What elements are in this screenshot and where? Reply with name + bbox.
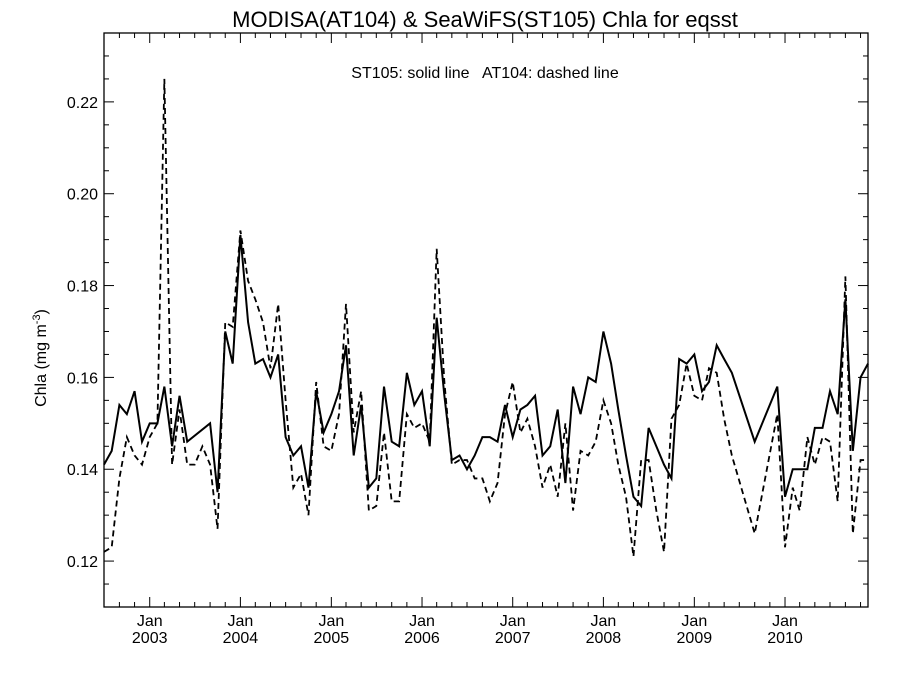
x-tick-month-label: Jan [772, 613, 798, 630]
y-tick-label: 0.20 [67, 187, 98, 204]
x-tick-year-label: 2008 [586, 630, 622, 647]
x-tick-month-label: Jan [681, 613, 707, 630]
series-group [103, 78, 869, 557]
y-axis-label-sup: -3 [31, 314, 43, 324]
axis-ticks [103, 33, 868, 607]
x-tick-month-label: Jan [137, 613, 163, 630]
x-tick-month-label: Jan [228, 613, 254, 630]
series-line-dashed [103, 78, 868, 557]
x-tick-year-label: 2009 [677, 630, 713, 647]
chart-annotation: ST105: solid line AT104: dashed line [351, 65, 619, 82]
x-tick-year-label: 2010 [767, 630, 803, 647]
y-axis-label-close: ) [33, 309, 50, 314]
y-tick-label: 0.18 [67, 279, 98, 296]
x-tick-year-label: 2007 [495, 630, 531, 647]
y-axis-label-main: Chla (mg m [33, 324, 50, 407]
x-tick-year-label: 2006 [404, 630, 440, 647]
y-tick-label: 0.22 [67, 95, 98, 112]
tick-labels: 0.120.140.160.180.200.22Jan2003Jan2004Ja… [67, 95, 803, 647]
x-tick-year-label: 2004 [223, 630, 259, 647]
x-tick-month-label: Jan [318, 613, 344, 630]
y-tick-label: 0.16 [67, 370, 98, 387]
x-tick-month-label: Jan [500, 613, 526, 630]
x-tick-year-label: 2003 [132, 630, 168, 647]
plot-frame [103, 32, 869, 608]
y-tick-label: 0.12 [67, 554, 98, 571]
y-tick-label: 0.14 [67, 462, 98, 479]
y-axis-label: Chla (mg m-3) [31, 309, 50, 407]
x-tick-year-label: 2005 [314, 630, 350, 647]
x-tick-month-label: Jan [409, 613, 435, 630]
series-line-solid [103, 234, 869, 509]
chart-title: MODISA(AT104) & SeaWiFS(ST105) Chla for … [232, 7, 738, 32]
x-tick-month-label: Jan [590, 613, 616, 630]
